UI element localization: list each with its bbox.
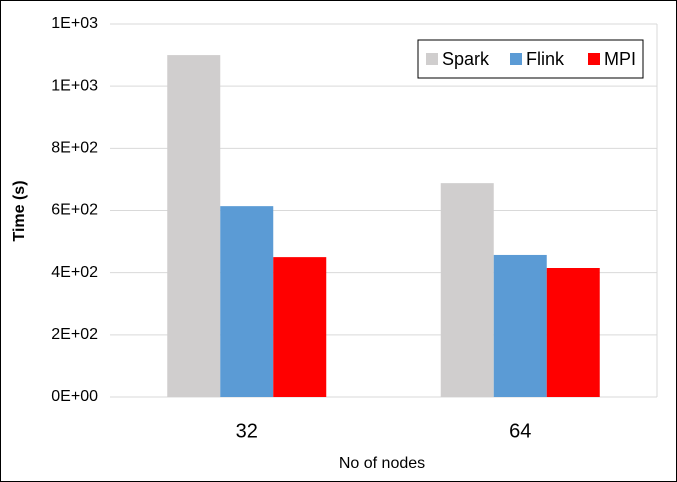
legend-label: MPI (604, 49, 636, 69)
legend-swatch (510, 53, 522, 65)
y-axis-title: Time (s) (11, 180, 28, 241)
bar (273, 257, 327, 397)
bar (167, 55, 221, 397)
legend-swatch (426, 53, 438, 65)
x-axis-title: No of nodes (339, 455, 425, 472)
y-tick-label: 1E+03 (51, 77, 98, 94)
y-tick-label: 0E+00 (51, 388, 98, 405)
y-tick-label: 6E+02 (51, 202, 98, 219)
legend-box (417, 39, 644, 79)
y-tick-label: 2E+02 (51, 326, 98, 343)
y-tick-label: 1E+03 (51, 15, 98, 32)
bar (220, 206, 274, 397)
x-tick-label: 32 (236, 420, 258, 442)
legend-label: Spark (442, 49, 490, 69)
bar (546, 268, 600, 397)
y-tick-label: 8E+02 (51, 140, 98, 157)
x-tick-label: 64 (509, 420, 531, 442)
bar (440, 183, 494, 397)
legend-swatch (588, 53, 600, 65)
bar (493, 254, 547, 397)
y-tick-label: 4E+02 (51, 264, 98, 281)
legend-label: Flink (526, 49, 565, 69)
